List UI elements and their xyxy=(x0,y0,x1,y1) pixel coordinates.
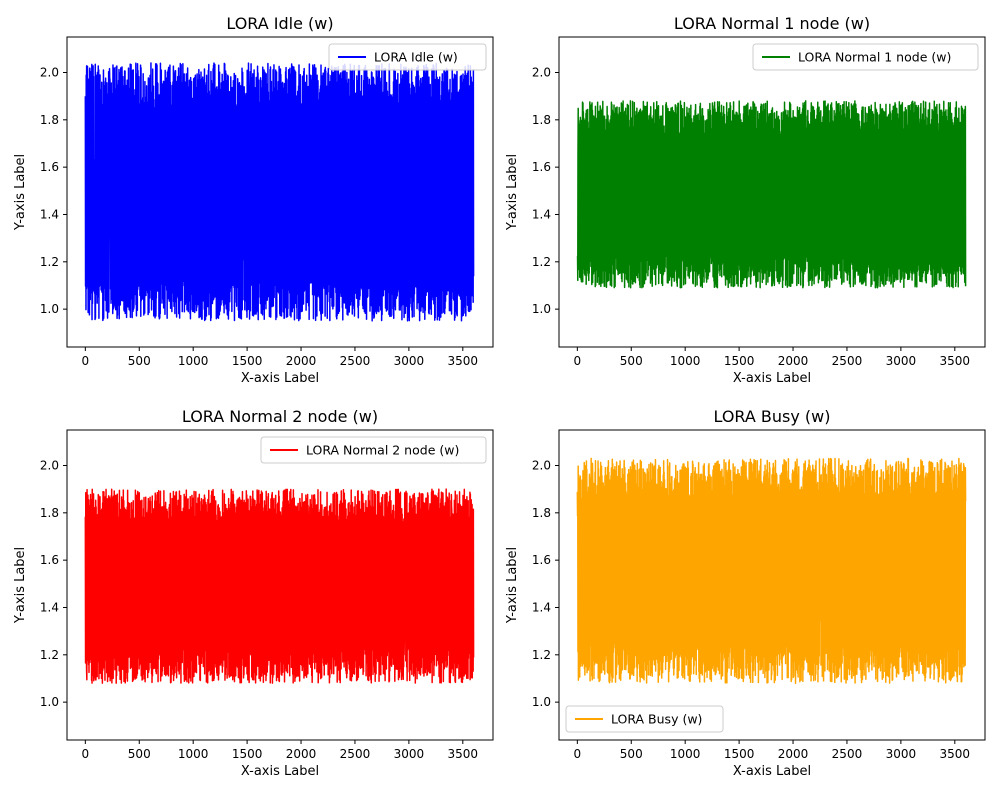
series-line xyxy=(576,100,967,289)
legend-box xyxy=(328,43,487,71)
x-tick-label: 3000 xyxy=(394,747,425,761)
chart-title: LORA Normal 1 node (w) xyxy=(674,14,870,33)
x-tick-label: 0 xyxy=(574,747,582,761)
x-tick-label: 1500 xyxy=(232,747,263,761)
chart-title: LORA Idle (w) xyxy=(226,14,333,33)
x-tick-label: 3500 xyxy=(940,747,971,761)
y-tick-label: 2.0 xyxy=(40,458,59,472)
x-tick-label: 1500 xyxy=(232,354,263,368)
y-axis-label: Y-axis Label xyxy=(505,547,520,624)
y-tick-label: 1.4 xyxy=(532,207,551,221)
x-tick-label: 0 xyxy=(574,354,582,368)
chart-panel-2: LORA Normal 1 node (w) 0 500 1000 1500 2000 25… xyxy=(505,14,986,386)
y-tick-label: 1.2 xyxy=(40,255,59,269)
y-tick-label: 2.0 xyxy=(532,458,551,472)
y-tick-label: 1.0 xyxy=(532,695,551,709)
x-tick-label: 500 xyxy=(620,354,643,368)
y-tick-label: 1.6 xyxy=(40,553,59,567)
x-tick-label: 0 xyxy=(82,747,90,761)
chart-title: LORA Busy (w) xyxy=(713,407,830,426)
y-tick-label: 1.2 xyxy=(532,255,551,269)
x-tick-label: 3000 xyxy=(886,354,917,368)
x-tick-label: 2000 xyxy=(286,747,317,761)
x-tick-label: 1500 xyxy=(724,747,755,761)
x-axis-label: X-axis Label xyxy=(733,371,811,386)
x-tick-label: 2000 xyxy=(778,747,809,761)
chart-panel-4: LORA Busy (w) 0 500 1000 1500 2000 2500 3000 350… xyxy=(505,407,986,779)
plot-frame xyxy=(558,36,986,348)
legend-label: LORA Busy (w) xyxy=(611,712,702,727)
x-tick-label: 1000 xyxy=(670,354,701,368)
legend-label: LORA Normal 2 node (w) xyxy=(306,443,459,458)
y-tick-label: 2.0 xyxy=(532,65,551,79)
x-tick-label: 1500 xyxy=(724,354,755,368)
y-tick-label: 1.6 xyxy=(532,553,551,567)
plot-frame xyxy=(66,36,494,348)
x-tick-label: 3500 xyxy=(448,354,479,368)
x-tick-label: 500 xyxy=(620,747,643,761)
chart-panel-1: LORA Idle (w) 0 500 1000 1500 2000 2500 3000 350… xyxy=(13,14,494,386)
chart-title: LORA Normal 2 node (w) xyxy=(182,407,378,426)
x-tick-label: 3000 xyxy=(394,354,425,368)
x-tick-label: 2000 xyxy=(778,354,809,368)
plot-frame xyxy=(66,429,494,741)
x-tick-label: 2000 xyxy=(286,354,317,368)
y-tick-label: 1.0 xyxy=(40,302,59,316)
y-tick-label: 1.4 xyxy=(40,600,59,614)
x-tick-label: 1000 xyxy=(670,747,701,761)
x-tick-label: 2500 xyxy=(832,747,863,761)
x-tick-label: 500 xyxy=(128,354,151,368)
y-tick-label: 1.2 xyxy=(532,648,551,662)
y-axis-label: Y-axis Label xyxy=(13,154,28,231)
legend: LORA Idle (w) xyxy=(328,43,487,71)
legend-box xyxy=(260,436,487,464)
y-tick-label: 1.4 xyxy=(40,207,59,221)
y-tick-label: 1.8 xyxy=(532,113,551,127)
series-line xyxy=(576,457,967,684)
y-tick-label: 1.8 xyxy=(40,506,59,520)
legend-box xyxy=(565,705,724,733)
y-tick-label: 1.2 xyxy=(40,648,59,662)
x-tick-label: 2500 xyxy=(340,354,371,368)
chart-panel-3: LORA Normal 2 node (w) 0 500 1000 1500 2000 25… xyxy=(13,407,494,779)
x-axis-label: X-axis Label xyxy=(241,371,319,386)
x-tick-label: 3500 xyxy=(940,354,971,368)
x-axis-label: X-axis Label xyxy=(733,764,811,779)
x-axis-label: X-axis Label xyxy=(241,764,319,779)
series-line xyxy=(84,488,475,684)
y-tick-label: 1.6 xyxy=(40,160,59,174)
x-tick-label: 1000 xyxy=(178,747,209,761)
x-tick-label: 3000 xyxy=(886,747,917,761)
x-tick-label: 2500 xyxy=(832,354,863,368)
legend-label: LORA Idle (w) xyxy=(374,50,458,65)
legend: LORA Busy (w) xyxy=(565,705,724,733)
legend-label: LORA Normal 1 node (w) xyxy=(798,50,951,65)
y-tick-label: 1.4 xyxy=(532,600,551,614)
plot-frame xyxy=(558,429,986,741)
y-tick-label: 1.8 xyxy=(40,113,59,127)
series-line xyxy=(84,62,475,322)
y-tick-label: 2.0 xyxy=(40,65,59,79)
y-tick-label: 1.8 xyxy=(532,506,551,520)
x-tick-label: 2500 xyxy=(340,747,371,761)
y-tick-label: 1.0 xyxy=(40,695,59,709)
x-tick-label: 0 xyxy=(82,354,90,368)
y-tick-label: 1.6 xyxy=(532,160,551,174)
x-tick-label: 500 xyxy=(128,747,151,761)
legend: LORA Normal 2 node (w) xyxy=(260,436,487,464)
x-tick-label: 1000 xyxy=(178,354,209,368)
legend-box xyxy=(752,43,979,71)
y-axis-label: Y-axis Label xyxy=(505,154,520,231)
x-tick-label: 3500 xyxy=(448,747,479,761)
legend: LORA Normal 1 node (w) xyxy=(752,43,979,71)
y-axis-label: Y-axis Label xyxy=(13,547,28,624)
y-tick-label: 1.0 xyxy=(532,302,551,316)
